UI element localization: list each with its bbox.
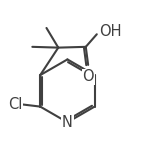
Text: N: N xyxy=(62,115,73,130)
Text: O: O xyxy=(83,69,94,84)
Text: Cl: Cl xyxy=(8,97,22,112)
Text: OH: OH xyxy=(99,24,122,39)
